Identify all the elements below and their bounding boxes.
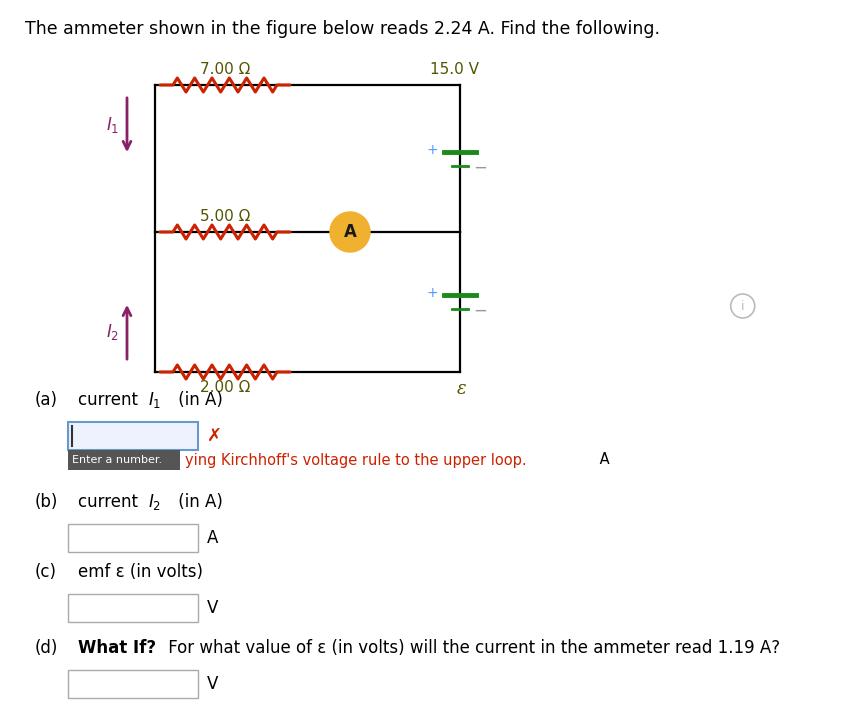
Text: A: A	[207, 529, 219, 547]
Text: For what value of ε (in volts) will the current in the ammeter read 1.19 A?: For what value of ε (in volts) will the …	[163, 639, 780, 657]
Text: $I_2$: $I_2$	[148, 492, 161, 512]
Text: −: −	[473, 302, 487, 320]
Text: (d): (d)	[35, 639, 58, 657]
Text: 5.00 Ω: 5.00 Ω	[200, 209, 250, 224]
Text: (b): (b)	[35, 493, 58, 511]
Text: (in A): (in A)	[173, 391, 223, 409]
Text: ε: ε	[457, 380, 467, 398]
Text: +: +	[426, 286, 438, 300]
Text: 15.0 V: 15.0 V	[430, 62, 479, 77]
Text: The ammeter shown in the figure below reads 2.24 A. Find the following.: The ammeter shown in the figure below re…	[25, 20, 660, 38]
Bar	[68, 450, 180, 470]
Text: 2.00 Ω: 2.00 Ω	[200, 380, 250, 395]
Text: A: A	[595, 452, 609, 467]
Text: −: −	[473, 158, 487, 176]
Text: A: A	[344, 223, 356, 241]
Text: Enter a number.: Enter a number.	[72, 455, 162, 465]
Text: (c): (c)	[35, 563, 57, 581]
Text: ying Kirchhoff's voltage rule to the upper loop.: ying Kirchhoff's voltage rule to the upp…	[185, 452, 527, 467]
Text: 7.00 Ω: 7.00 Ω	[200, 62, 250, 77]
Text: V: V	[207, 599, 219, 617]
Text: emf ε (in volts): emf ε (in volts)	[78, 563, 203, 581]
Text: (a): (a)	[35, 391, 58, 409]
Text: $I_2$: $I_2$	[106, 322, 120, 342]
Text: ✗: ✗	[207, 427, 222, 445]
Text: (in A): (in A)	[173, 493, 223, 511]
Text: i: i	[741, 300, 744, 312]
Text: current: current	[78, 493, 143, 511]
Text: $I_1$: $I_1$	[106, 115, 120, 135]
Bar	[68, 594, 198, 622]
Text: +: +	[426, 143, 438, 156]
Text: $I_1$: $I_1$	[148, 390, 161, 410]
Text: V: V	[207, 675, 219, 693]
Circle shape	[330, 212, 370, 252]
Text: What If?: What If?	[78, 639, 156, 657]
Bar	[68, 670, 198, 698]
Text: current: current	[78, 391, 143, 409]
Bar	[68, 422, 198, 450]
Bar	[68, 524, 198, 552]
